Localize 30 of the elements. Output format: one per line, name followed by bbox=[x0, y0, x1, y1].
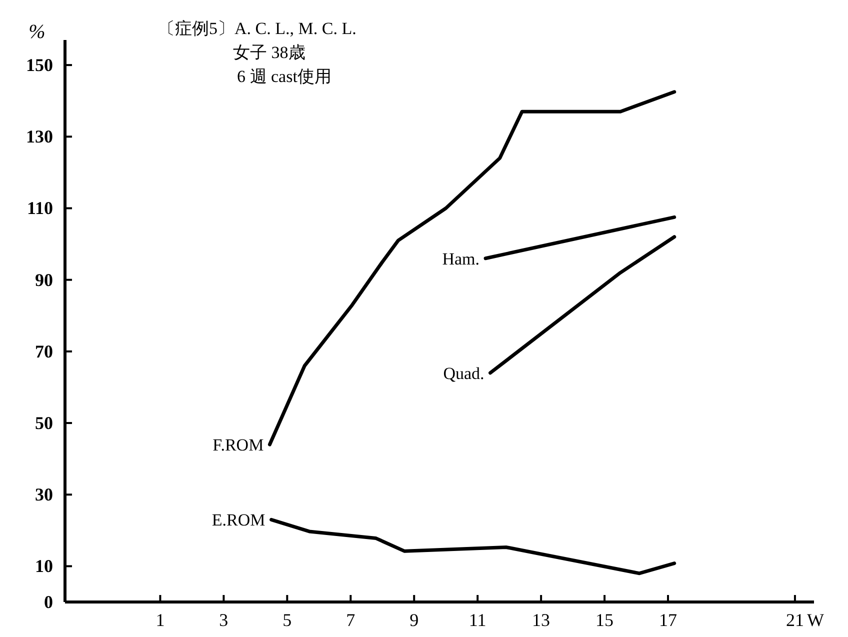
series-label: Quad. bbox=[443, 364, 484, 383]
x-tick-label: 13 bbox=[532, 610, 550, 630]
y-tick-label: 130 bbox=[26, 126, 53, 147]
y-tick-label: 110 bbox=[26, 198, 53, 218]
x-tick-label: 11 bbox=[468, 610, 486, 630]
y-tick-label: 0 bbox=[44, 592, 53, 612]
x-axis-title: W bbox=[806, 610, 824, 630]
y-tick-label: 30 bbox=[35, 484, 53, 505]
y-tick-label: 10 bbox=[35, 556, 53, 576]
line-series bbox=[270, 518, 676, 576]
chart-title: 〔症例5〕A. C. L., M. C. L. bbox=[158, 19, 356, 38]
x-tick-label: 7 bbox=[346, 610, 356, 630]
x-tick-label: 9 bbox=[410, 610, 419, 630]
series-label: F.ROM bbox=[212, 435, 264, 454]
line-series bbox=[268, 90, 676, 446]
y-axis-title: % bbox=[28, 21, 46, 43]
x-tick-label: 17 bbox=[659, 610, 678, 630]
series-label: Ham. bbox=[442, 249, 480, 268]
y-tick-label: 50 bbox=[35, 413, 53, 434]
chart-subtitle: 女子 38歳 bbox=[233, 43, 306, 62]
y-tick-label: 150 bbox=[26, 55, 53, 76]
x-tick-label: 15 bbox=[596, 610, 614, 630]
series-label: E.ROM bbox=[212, 510, 266, 530]
x-tick-label: 3 bbox=[219, 610, 228, 630]
y-tick-label: 90 bbox=[35, 270, 53, 290]
y-tick-label: 70 bbox=[35, 341, 53, 362]
x-tick-label: 1 bbox=[156, 610, 165, 630]
x-tick-label: 21 bbox=[786, 610, 804, 630]
annotation: 6 週 cast使用 bbox=[237, 67, 332, 86]
x-tick-label: 5 bbox=[282, 610, 292, 630]
